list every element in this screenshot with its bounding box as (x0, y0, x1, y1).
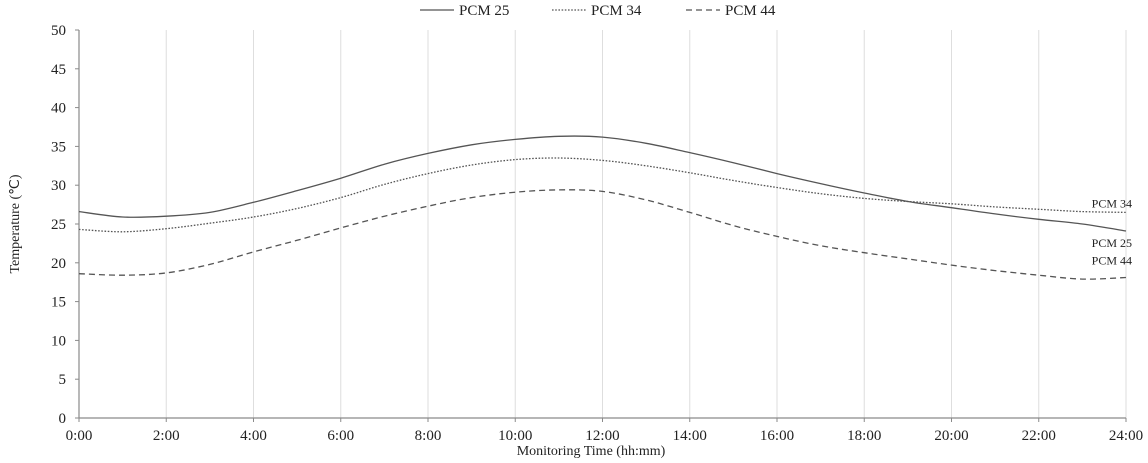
x-tick-label: 22:00 (1022, 428, 1056, 444)
series-line-pcm-25 (78, 135, 1127, 232)
x-tick-label: 10:00 (498, 428, 532, 444)
y-axis-title: Temperature (℃) (8, 174, 23, 273)
axes (78, 30, 1126, 419)
vertical-gridlines (75, 29, 1127, 422)
series-line-pcm-34 (78, 157, 1127, 233)
legend: PCM 25 PCM 34 PCM 44 (420, 3, 776, 19)
x-tick-label: 20:00 (934, 428, 968, 444)
y-tick-label: 25 (51, 217, 66, 233)
x-tick-label: 14:00 (673, 428, 707, 444)
y-tick-label: 35 (51, 139, 66, 155)
y-tick-label: 20 (51, 256, 66, 272)
series-end-label-pcm-25: PCM 25 (1092, 236, 1132, 250)
y-tick-label: 15 (51, 295, 66, 311)
x-tick-label: 6:00 (327, 428, 354, 444)
y-tick-label: 40 (51, 101, 66, 117)
x-tick-label: 2:00 (153, 428, 180, 444)
x-axis-title: Monitoring Time (hh:mm) (517, 444, 666, 459)
y-tick-label: 50 (51, 23, 66, 39)
legend-label-pcm-34: PCM 34 (591, 3, 642, 19)
series-end-label-pcm-44: PCM 44 (1092, 254, 1132, 268)
y-tick-label: 45 (51, 62, 66, 78)
x-tick-label: 0:00 (66, 428, 93, 444)
x-tick-label: 16:00 (760, 428, 794, 444)
x-tick-labels: 0:00 2:00 4:00 6:00 8:00 10:00 12:00 14:00 16:00… (66, 428, 1143, 444)
y-tick-label: 30 (51, 178, 66, 194)
series-end-labels: PCM 25 PCM 34 PCM 44 (1092, 196, 1132, 267)
x-tick-label: 8:00 (415, 428, 442, 444)
x-tick-label: 24:00 (1109, 428, 1143, 444)
x-tick-label: 18:00 (847, 428, 881, 444)
x-tick-label: 12:00 (585, 428, 619, 444)
x-tick-label: 4:00 (240, 428, 267, 444)
y-tick-label: 0 (59, 411, 67, 427)
series-end-label-pcm-34: PCM 34 (1092, 196, 1132, 210)
y-tick-labels: 0 5 10 15 20 25 30 35 40 45 50 (51, 23, 66, 427)
y-tick-label: 5 (59, 372, 67, 388)
legend-label-pcm-44: PCM 44 (725, 3, 776, 19)
y-tick-label: 10 (51, 333, 66, 349)
series-lines (78, 135, 1127, 280)
legend-label-pcm-25: PCM 25 (459, 3, 509, 19)
series-line-pcm-44 (78, 189, 1127, 280)
